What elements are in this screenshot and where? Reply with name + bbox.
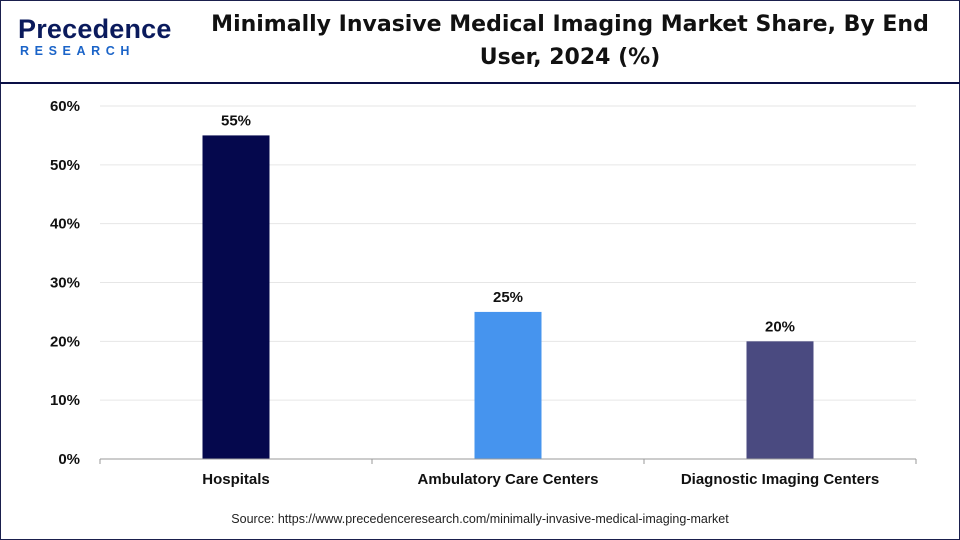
x-tick-label: Diagnostic Imaging Centers [681, 471, 879, 488]
chart-title: Minimally Invasive Medical Imaging Marke… [211, 12, 929, 70]
y-tick-label: 60% [50, 98, 80, 115]
x-tick-label: Hospitals [202, 471, 270, 488]
bars [202, 135, 814, 459]
y-tick-label: 30% [50, 275, 80, 292]
bar [474, 311, 542, 459]
header: Precedence RESEARCH Minimally Invasive M… [0, 0, 960, 82]
y-axis-ticks: 0% 10% 20% 30% 40% 50% 60% [50, 98, 80, 468]
data-label: 25% [493, 289, 523, 306]
header-divider [0, 82, 960, 84]
x-tick-label: Ambulatory Care Centers [418, 471, 599, 488]
data-labels: 55% 25% 20% [221, 112, 795, 335]
bar [202, 135, 270, 459]
y-tick-label: 10% [50, 392, 80, 409]
y-tick-label: 0% [58, 451, 80, 468]
logo-sub-text: RESEARCH [20, 44, 135, 58]
x-axis [99, 458, 917, 464]
data-label: 55% [221, 112, 251, 129]
x-axis-ticks: Hospitals Ambulatory Care Centers Diagnost… [202, 471, 879, 488]
y-tick-label: 50% [50, 157, 80, 174]
y-tick-label: 20% [50, 333, 80, 350]
bar [746, 341, 814, 459]
brand-logo: Precedence RESEARCH [18, 14, 171, 64]
source-note: Source: https://www.precedenceresearch.c… [231, 512, 729, 526]
logo-main-text: Precedence [18, 14, 172, 44]
data-label: 20% [765, 318, 795, 335]
y-tick-label: 40% [50, 216, 80, 233]
